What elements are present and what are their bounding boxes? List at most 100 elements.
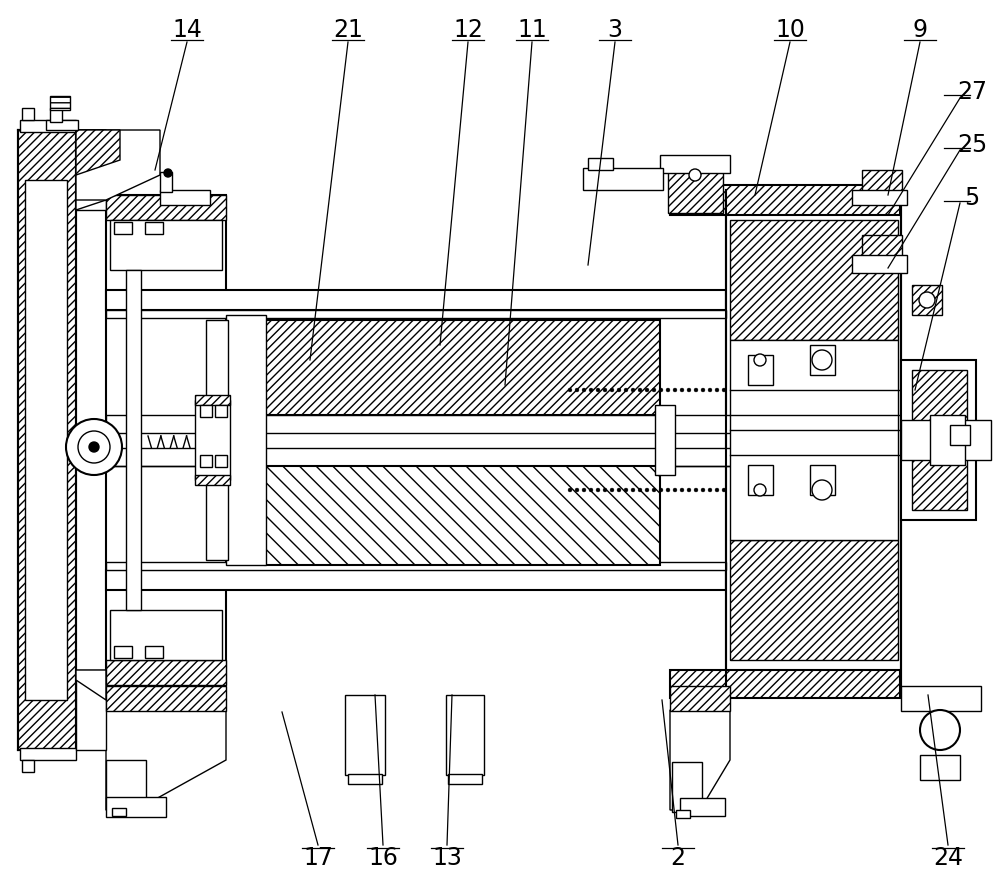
Circle shape [575, 488, 579, 492]
Bar [748, 465, 773, 495]
Circle shape [659, 388, 663, 392]
Bar [20, 748, 76, 760]
Bar [448, 774, 482, 784]
Bar [195, 400, 230, 480]
Bar [18, 130, 76, 750]
Circle shape [596, 488, 600, 492]
Polygon shape [730, 540, 898, 660]
Bar [20, 120, 76, 132]
Bar [345, 695, 385, 775]
Bar [200, 405, 212, 417]
Bar [200, 455, 212, 467]
Circle shape [754, 354, 766, 366]
Circle shape [754, 484, 766, 496]
Bar [676, 810, 690, 818]
Bar [160, 190, 210, 205]
Bar [670, 185, 900, 215]
Bar [160, 172, 172, 192]
Bar [106, 562, 726, 570]
Circle shape [645, 388, 649, 392]
Bar [106, 310, 726, 318]
Circle shape [680, 488, 684, 492]
Bar [145, 222, 163, 234]
Circle shape [812, 480, 832, 500]
Bar [660, 155, 730, 173]
Circle shape [652, 388, 656, 392]
Circle shape [952, 427, 968, 443]
Text: 27: 27 [957, 80, 987, 104]
Circle shape [589, 388, 593, 392]
Bar [112, 808, 126, 816]
Circle shape [701, 388, 705, 392]
Bar [862, 235, 902, 257]
Circle shape [631, 388, 635, 392]
Bar [126, 270, 141, 610]
Circle shape [624, 388, 628, 392]
Text: 13: 13 [432, 846, 462, 870]
Text: 3: 3 [608, 18, 622, 42]
Bar [655, 405, 675, 475]
Bar [912, 370, 967, 510]
Polygon shape [76, 130, 106, 210]
Bar [670, 686, 730, 711]
Text: 24: 24 [933, 846, 963, 870]
Text: 10: 10 [775, 18, 805, 42]
Text: 11: 11 [517, 18, 547, 42]
Circle shape [575, 388, 579, 392]
Circle shape [722, 488, 726, 492]
Bar [950, 425, 970, 445]
Circle shape [631, 488, 635, 492]
Circle shape [715, 488, 719, 492]
Circle shape [78, 431, 110, 463]
Polygon shape [265, 320, 660, 415]
Bar [76, 130, 106, 210]
Bar [106, 195, 226, 220]
Circle shape [708, 388, 712, 392]
Bar [50, 96, 70, 110]
Bar [76, 670, 106, 750]
Polygon shape [265, 466, 660, 565]
Text: 5: 5 [964, 186, 980, 210]
Circle shape [673, 488, 677, 492]
Circle shape [666, 388, 670, 392]
Bar [588, 158, 613, 170]
Bar [106, 760, 146, 810]
Circle shape [652, 488, 656, 492]
Bar [226, 315, 266, 565]
Bar [810, 345, 835, 375]
Circle shape [624, 488, 628, 492]
Circle shape [673, 388, 677, 392]
Text: 16: 16 [368, 846, 398, 870]
Bar [215, 405, 227, 417]
Bar [22, 108, 34, 120]
Circle shape [687, 488, 691, 492]
Bar [145, 646, 163, 658]
Text: 2: 2 [670, 846, 686, 870]
Bar [206, 320, 228, 560]
Bar [106, 195, 226, 685]
Bar [348, 774, 382, 784]
Bar [901, 686, 981, 711]
Circle shape [568, 388, 572, 392]
Bar [106, 660, 226, 685]
Bar [114, 646, 132, 658]
Bar [25, 180, 67, 700]
Circle shape [610, 488, 614, 492]
Circle shape [582, 388, 586, 392]
Circle shape [617, 488, 621, 492]
Circle shape [603, 388, 607, 392]
Bar [106, 570, 726, 590]
Circle shape [708, 488, 712, 492]
Circle shape [610, 388, 614, 392]
Circle shape [603, 488, 607, 492]
Bar [730, 340, 898, 540]
Circle shape [164, 169, 172, 177]
Polygon shape [106, 710, 226, 810]
Polygon shape [730, 220, 898, 340]
Circle shape [638, 388, 642, 392]
Polygon shape [76, 130, 160, 200]
Bar [672, 762, 702, 812]
Circle shape [582, 488, 586, 492]
Bar [106, 686, 226, 711]
Circle shape [89, 442, 99, 452]
